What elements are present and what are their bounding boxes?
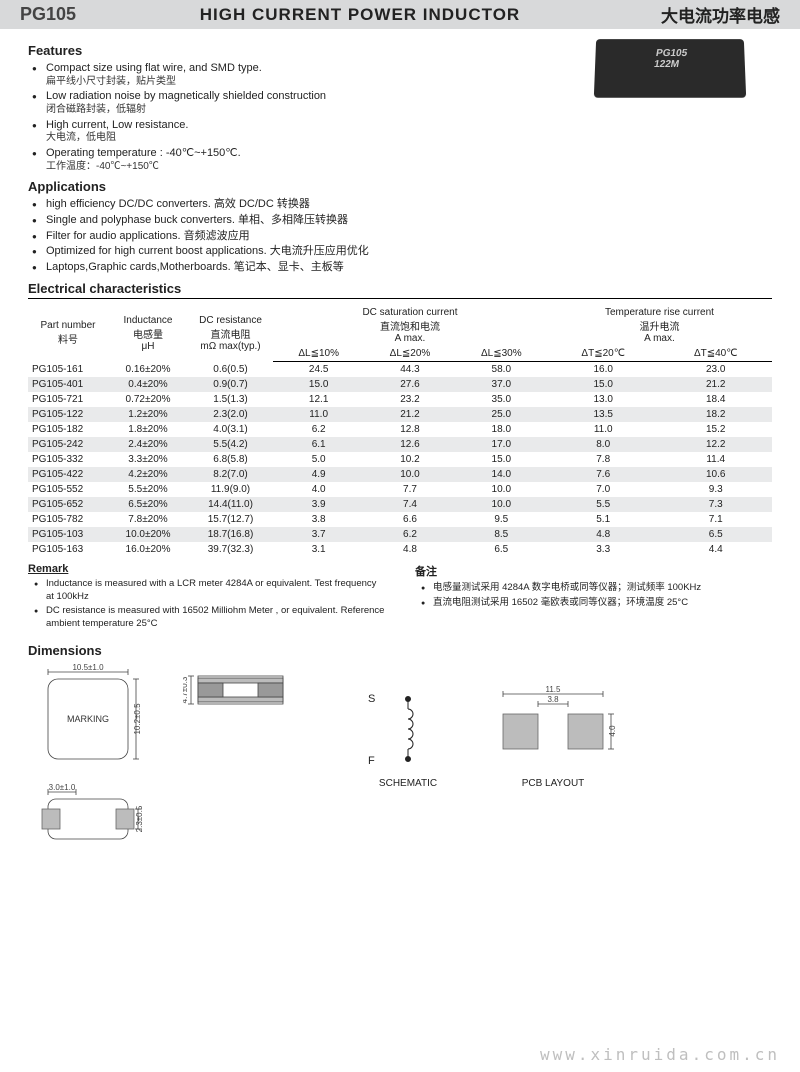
table-row: PG105-1821.8±20%4.0(3.1)6.212.818.011.01…: [28, 422, 772, 437]
table-row: PG105-10310.0±20%18.7(16.8)3.76.28.54.86…: [28, 527, 772, 542]
svg-text:2.3±0.5: 2.3±0.5: [135, 805, 144, 832]
table-row: PG105-1221.2±20%2.3(2.0)11.021.225.013.5…: [28, 407, 772, 422]
feature-item: Operating temperature : -40℃~+150℃.工作温度：…: [32, 147, 772, 173]
title-english: HIGH CURRENT POWER INDUCTOR: [150, 5, 570, 25]
dimensions-diagrams: 10.5±1.0 MARKING 10.2±0.5 3.0±1.0 2.3±0.…: [28, 664, 772, 854]
application-item: Optimized for high current boost applica…: [32, 245, 772, 259]
svg-text:10.2±0.5: 10.2±0.5: [133, 703, 142, 735]
table-row: PG105-6526.5±20%14.4(11.0)3.97.410.05.57…: [28, 497, 772, 512]
svg-text:10.5±1.0: 10.5±1.0: [72, 664, 104, 672]
remark-section: Remark Inductance is measured with a LCR…: [28, 563, 772, 633]
pcb-layout-diagram: 11.5 3.8 4.0 PCB LAYOUT: [483, 684, 633, 794]
watermark: www.xinruida.com.cn: [540, 1045, 780, 1064]
table-row: PG105-4224.2±20%8.2(7.0)4.910.014.07.610…: [28, 467, 772, 482]
remark-item: DC resistance is measured with 16502 Mil…: [34, 605, 385, 631]
side-view-diagram: 4.7±0.3: [183, 664, 293, 719]
remark-heading-en: Remark: [28, 563, 385, 575]
table-row: PG105-16316.0±20%39.7(32.3)3.14.86.53.34…: [28, 542, 772, 557]
table-row: PG105-5525.5±20%11.9(9.0)4.07.710.07.09.…: [28, 482, 772, 497]
remark-item: 直流电阻测试采用 16502 毫欧表或同等仪器；环境温度 25°C: [421, 597, 772, 610]
top-view-diagram: 10.5±1.0 MARKING 10.2±0.5: [28, 664, 158, 784]
application-item: Single and polyphase buck converters. 单相…: [32, 214, 772, 228]
application-item: Filter for audio applications. 音频滤波应用: [32, 230, 772, 244]
application-item: Laptops,Graphic cards,Motherboards. 笔记本、…: [32, 261, 772, 275]
elec-heading: Electrical characteristics: [28, 281, 772, 299]
header-bar: PG105 HIGH CURRENT POWER INDUCTOR 大电流功率电…: [0, 0, 800, 29]
svg-text:MARKING: MARKING: [67, 714, 109, 724]
svg-text:4.7±0.3: 4.7±0.3: [183, 676, 189, 703]
remark-heading-cn: 备注: [415, 563, 772, 579]
applications-heading: Applications: [28, 179, 772, 194]
remark-item: 电感量测试采用 4284A 数字电桥或同等仪器；测试频率 100KHz: [421, 582, 772, 595]
svg-text:PCB LAYOUT: PCB LAYOUT: [522, 778, 585, 789]
svg-text:S: S: [368, 693, 375, 705]
svg-text:3.0±1.0: 3.0±1.0: [49, 784, 76, 792]
dimensions-heading: Dimensions: [28, 643, 772, 658]
application-item: high efficiency DC/DC converters. 高效 DC/…: [32, 198, 772, 212]
feature-item: Low radiation noise by magnetically shie…: [32, 90, 772, 116]
part-number: PG105: [20, 4, 150, 25]
svg-text:F: F: [368, 755, 375, 767]
table-row: PG105-2422.4±20%5.5(4.2)6.112.617.08.012…: [28, 437, 772, 452]
schematic-diagram: S F SCHEMATIC: [358, 684, 458, 794]
table-row: PG105-7210.72±20%1.5(1.3)12.123.235.013.…: [28, 392, 772, 407]
svg-text:3.8: 3.8: [547, 695, 559, 704]
table-row: PG105-1610.16±20%0.6(0.5)24.544.358.016.…: [28, 361, 772, 377]
svg-text:4.0: 4.0: [608, 725, 617, 737]
features-list: Compact size using flat wire, and SMD ty…: [28, 62, 772, 173]
table-row: PG105-7827.8±20%15.7(12.7)3.86.69.55.17.…: [28, 512, 772, 527]
remark-item: Inductance is measured with a LCR meter …: [34, 578, 385, 604]
feature-item: Compact size using flat wire, and SMD ty…: [32, 62, 772, 88]
feature-item: High current, Low resistance.大电流，低电阻: [32, 119, 772, 145]
table-row: PG105-3323.3±20%6.8(5.8)5.010.215.07.811…: [28, 452, 772, 467]
title-chinese: 大电流功率电感: [570, 2, 780, 27]
elec-table: Part number 料号 Inductance 电感量 μH DC resi…: [28, 305, 772, 557]
svg-text:SCHEMATIC: SCHEMATIC: [379, 778, 437, 789]
bottom-view-diagram: 3.0±1.0 2.3±0.5: [28, 784, 158, 854]
svg-text:11.5: 11.5: [546, 685, 562, 694]
table-row: PG105-4010.4±20%0.9(0.7)15.027.637.015.0…: [28, 377, 772, 392]
applications-list: high efficiency DC/DC converters. 高效 DC/…: [28, 198, 772, 275]
